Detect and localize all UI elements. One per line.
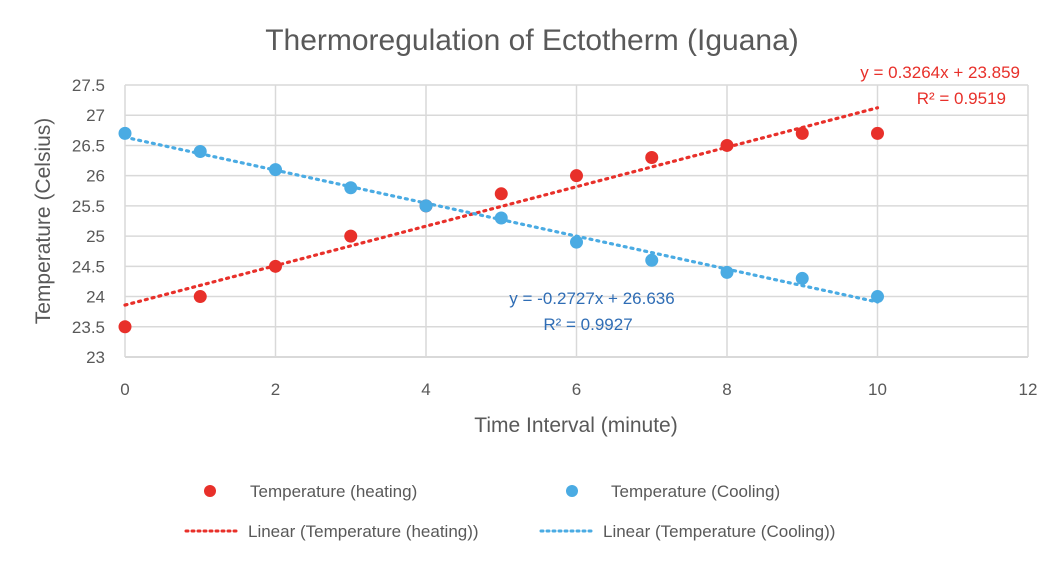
legend-label-heating: Temperature (heating) (250, 482, 417, 501)
point-heating (193, 290, 207, 304)
legend: Temperature (heating) Temperature (Cooli… (184, 482, 835, 541)
point-heating (720, 138, 734, 152)
y-tick-label: 23 (86, 348, 105, 367)
legend-marker-heating (204, 485, 216, 497)
point-cooling (344, 181, 358, 195)
x-tick-label: 8 (722, 380, 731, 399)
point-heating (645, 151, 659, 165)
y-tick-label: 25 (86, 227, 105, 246)
point-heating (118, 320, 132, 334)
point-cooling (720, 265, 734, 279)
heating-r2: R² = 0.9519 (917, 89, 1006, 108)
x-tick-label: 6 (572, 380, 581, 399)
heating-equation: y = 0.3264x + 23.859 (860, 63, 1020, 82)
x-tick-label: 4 (421, 380, 430, 399)
point-heating (795, 126, 809, 140)
x-tick-label: 12 (1019, 380, 1038, 399)
chart-title: Thermoregulation of Ectotherm (Iguana) (265, 24, 799, 57)
y-tick-label: 24.5 (72, 257, 105, 276)
y-tick-label: 23.5 (72, 318, 105, 337)
y-tick-label: 26 (86, 167, 105, 186)
cooling-r2: R² = 0.9927 (543, 315, 632, 334)
y-axis-label: Temperature (Celsius) (32, 118, 55, 325)
x-tick-labels: 0 2 4 6 8 10 12 (120, 380, 1037, 399)
x-tick-label: 0 (120, 380, 129, 399)
x-tick-label: 2 (271, 380, 280, 399)
point-heating (344, 229, 358, 243)
data-points (118, 126, 884, 334)
y-tick-label: 26.5 (72, 136, 105, 155)
point-cooling (645, 253, 659, 267)
x-tick-label: 10 (868, 380, 887, 399)
point-heating (871, 126, 884, 140)
y-tick-labels: 23 23.5 24 24.5 25 25.5 26 26.5 27 27.5 (72, 76, 105, 367)
legend-label-cooling: Temperature (Cooling) (611, 482, 780, 501)
point-cooling (419, 199, 433, 213)
y-tick-label: 27.5 (72, 76, 105, 95)
point-heating (269, 259, 282, 273)
point-cooling (494, 211, 508, 225)
y-tick-label: 25.5 (72, 197, 105, 216)
y-tick-label: 27 (86, 106, 105, 125)
point-heating (494, 187, 508, 201)
point-cooling (193, 144, 207, 158)
point-cooling (269, 163, 282, 177)
y-tick-label: 24 (86, 288, 105, 307)
point-heating (570, 169, 583, 183)
point-cooling (570, 235, 583, 249)
cooling-equation: y = -0.2727x + 26.636 (509, 289, 674, 308)
legend-label-heating-trend: Linear (Temperature (heating)) (248, 522, 479, 541)
point-cooling (118, 126, 132, 140)
legend-label-cooling-trend: Linear (Temperature (Cooling)) (603, 522, 835, 541)
point-cooling (795, 271, 809, 285)
legend-marker-cooling (566, 485, 578, 497)
x-axis-label: Time Interval (minute) (474, 414, 677, 437)
point-cooling (871, 290, 884, 304)
